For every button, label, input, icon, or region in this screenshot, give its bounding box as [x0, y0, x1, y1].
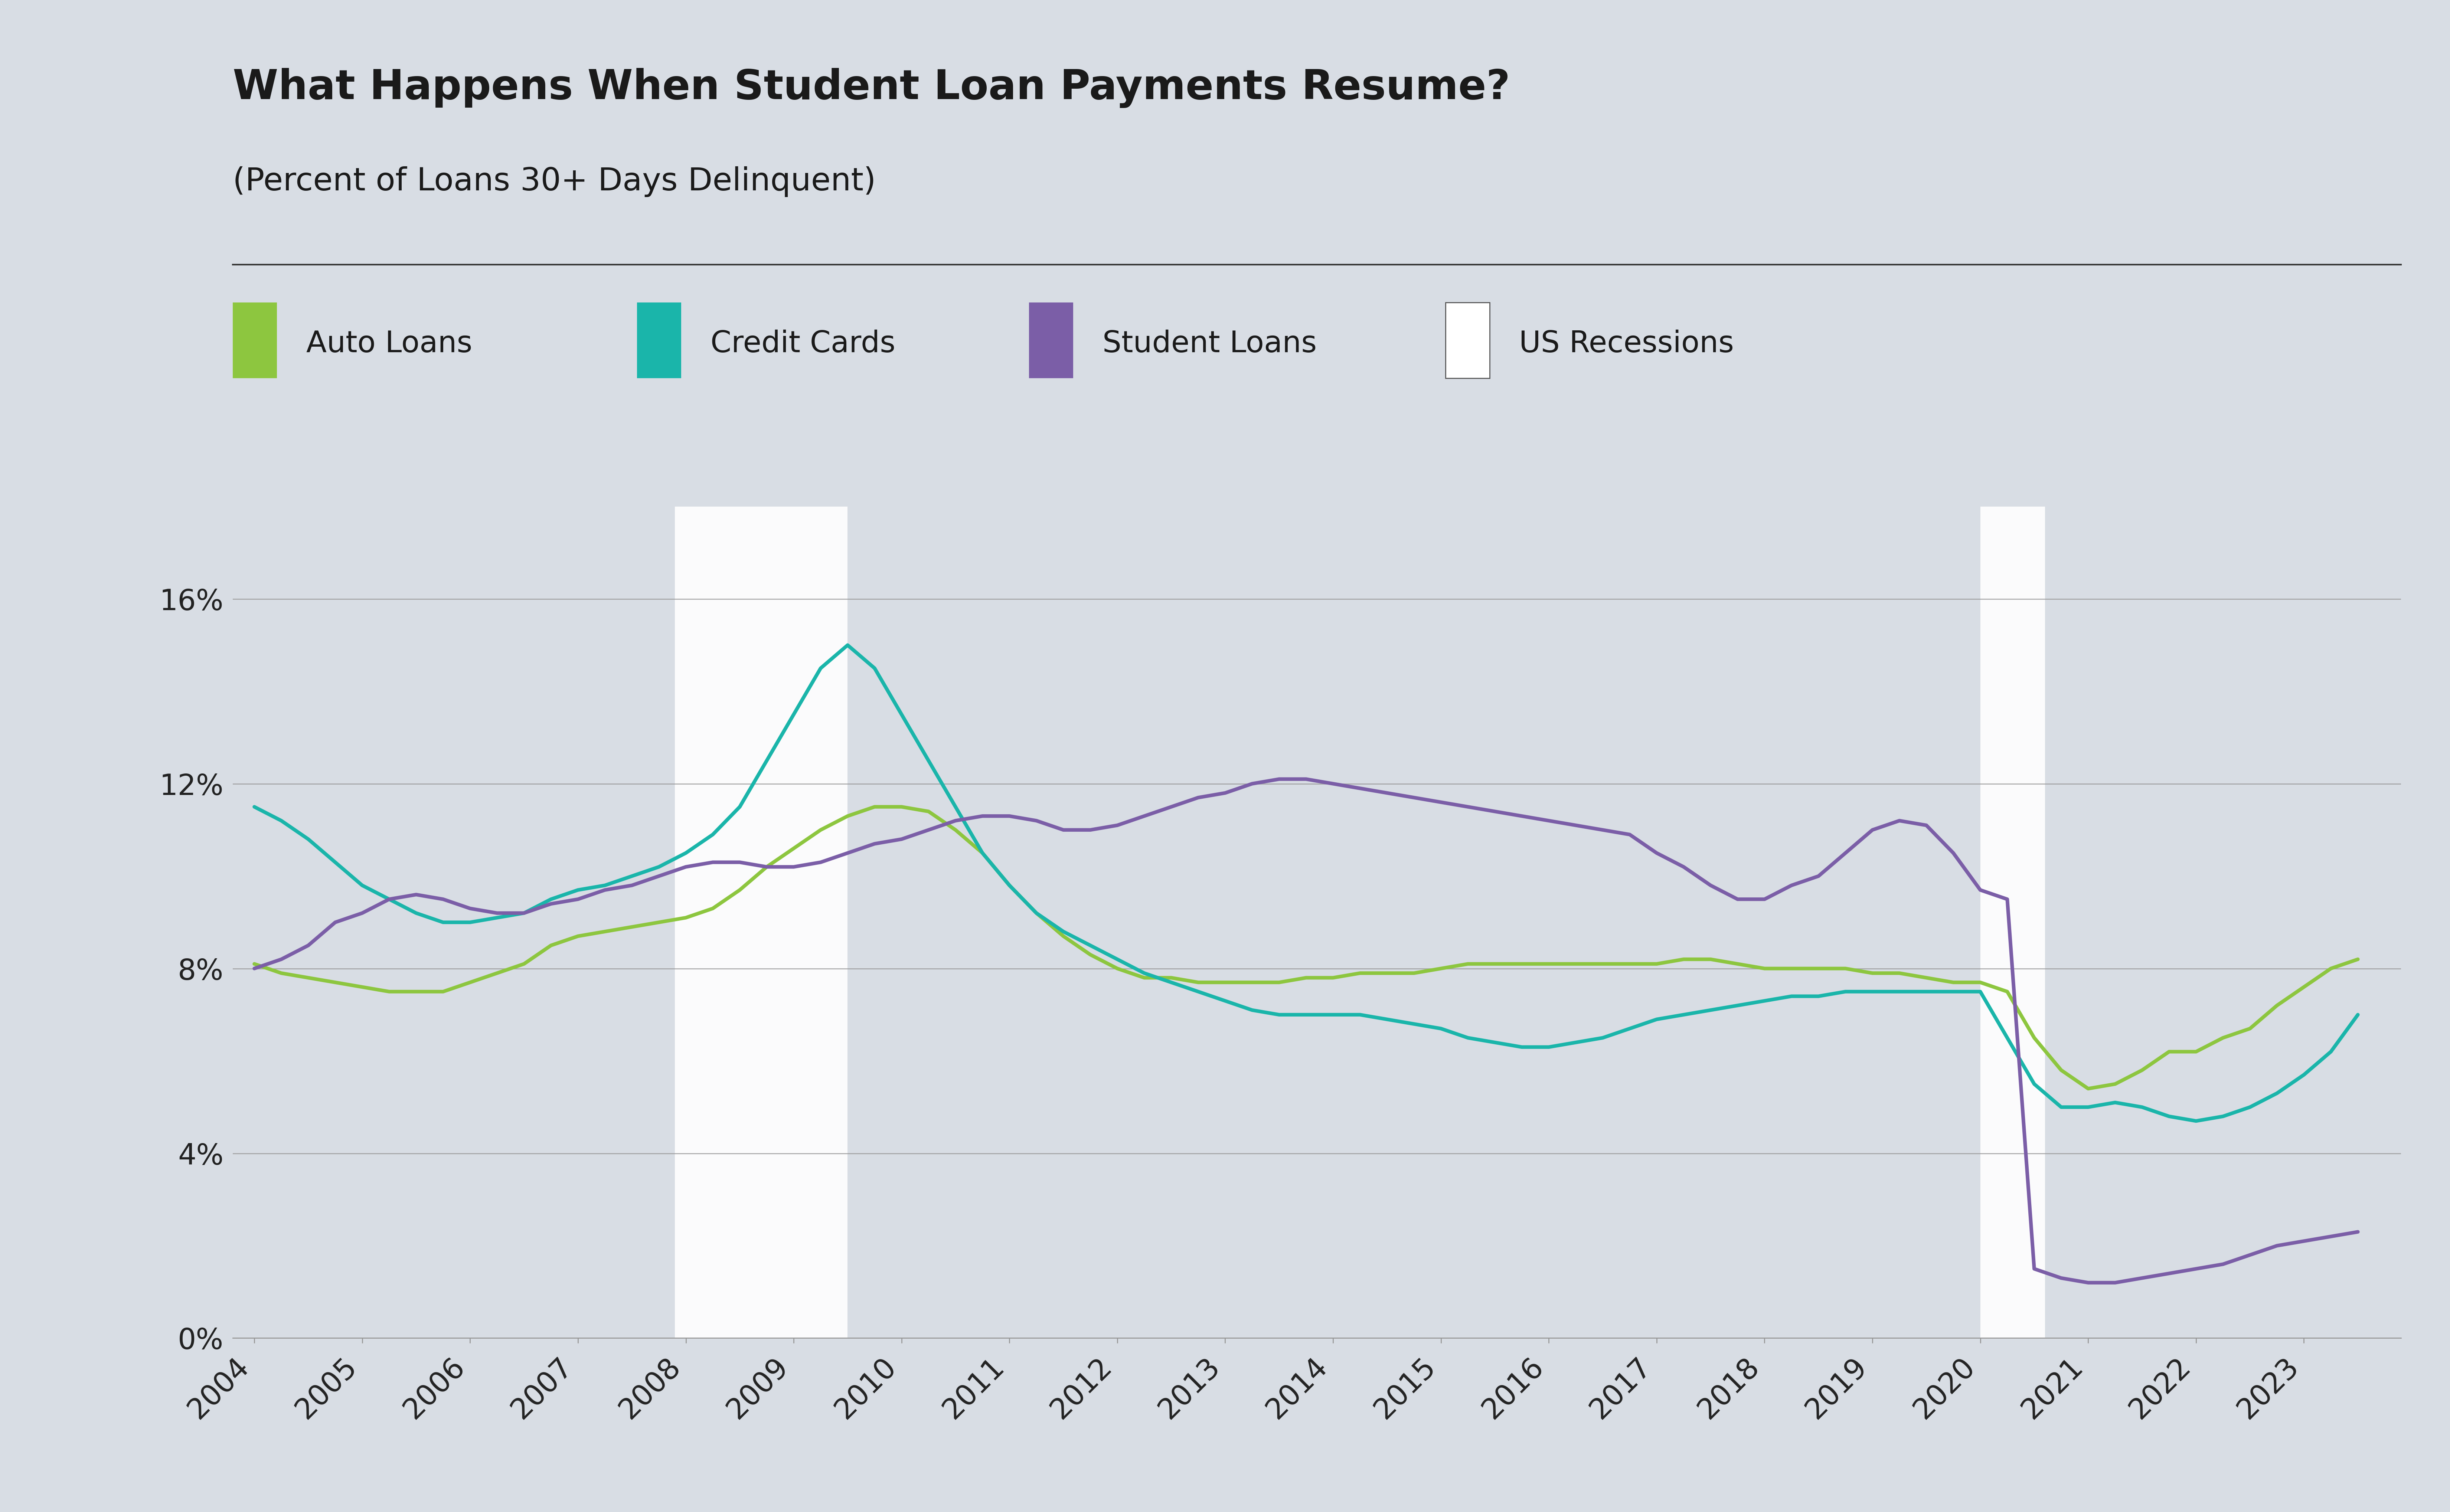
Text: Student Loans: Student Loans — [1102, 330, 1316, 358]
Text: Auto Loans: Auto Loans — [306, 330, 473, 358]
Bar — [676, 507, 848, 1338]
Bar — [1980, 507, 2046, 1338]
Text: (Percent of Loans 30+ Days Delinquent): (Percent of Loans 30+ Days Delinquent) — [233, 166, 877, 197]
Text: US Recessions: US Recessions — [1519, 330, 1735, 358]
Text: What Happens When Student Loan Payments Resume?: What Happens When Student Loan Payments … — [233, 68, 1509, 109]
Text: Credit Cards: Credit Cards — [710, 330, 894, 358]
